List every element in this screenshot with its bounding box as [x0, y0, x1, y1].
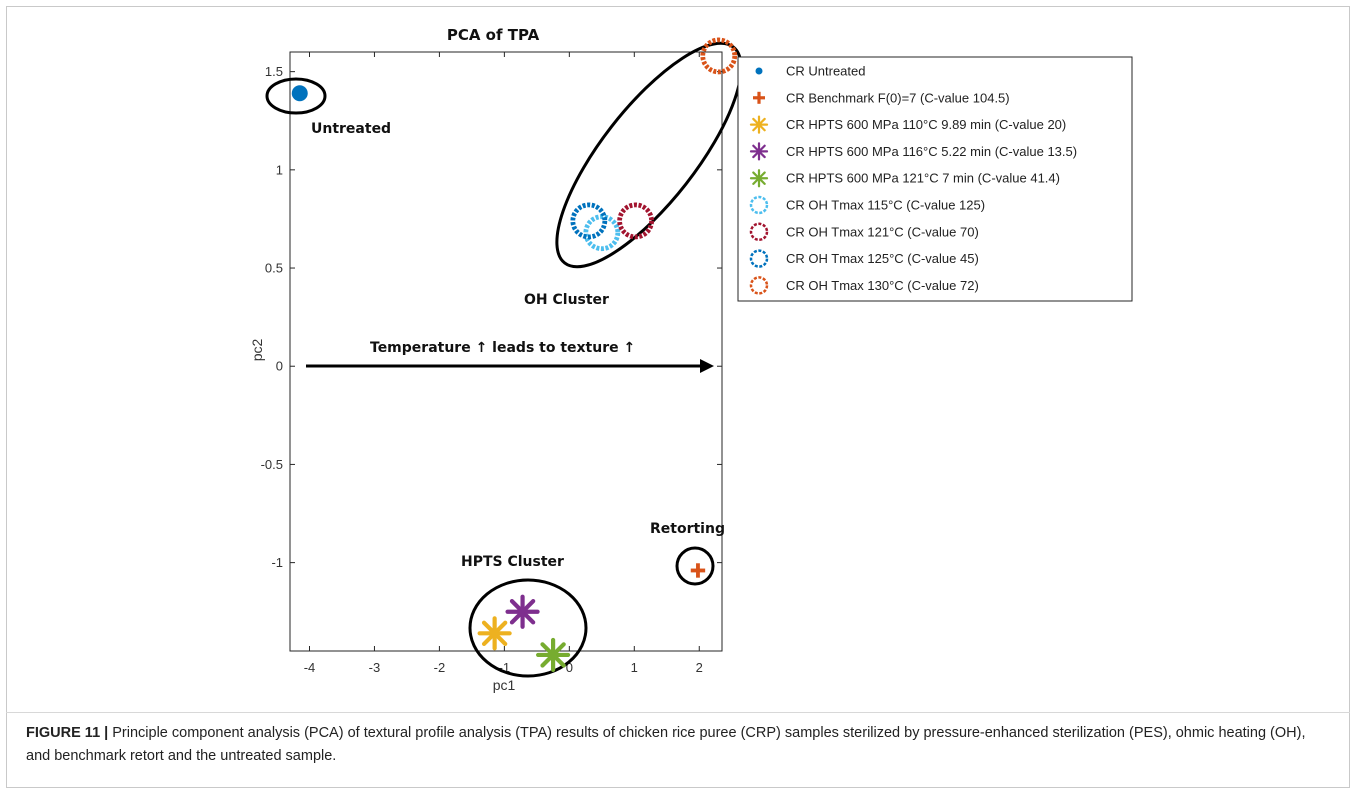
caption-text: Principle component analysis (PCA) of te… — [26, 725, 1306, 764]
legend-label: CR OH Tmax 115°C (C-value 125) — [786, 198, 985, 213]
y-axis-ticks: -1 -0.5 0 0.5 1 1.5 — [261, 64, 722, 570]
legend-marker — [749, 249, 769, 268]
legend-marker — [749, 195, 769, 215]
retorting-circle — [675, 546, 715, 586]
hpts-cluster-annotation: HPTS Cluster — [461, 554, 564, 570]
data-point — [617, 202, 654, 240]
caption-divider — [6, 712, 1350, 713]
legend-label: CR Benchmark F(0)=7 (C-value 104.5) — [786, 90, 1010, 105]
legend-marker — [749, 142, 769, 161]
legend-label: CR HPTS 600 MPa 110°C 9.89 min (C-value … — [786, 117, 1066, 132]
plot-axes-box — [289, 51, 723, 652]
legend-marker — [749, 169, 769, 188]
x-tick-label: 1 — [631, 660, 638, 675]
legend-label: CR OH Tmax 130°C (C-value 72) — [786, 278, 979, 293]
data-point — [505, 594, 540, 629]
legend-label: CR Untreated — [786, 64, 865, 79]
data-point — [690, 563, 706, 578]
x-tick-label: -3 — [369, 660, 381, 675]
figure-label: FIGURE 11 | — [26, 725, 109, 741]
x-tick-label: -1 — [499, 660, 511, 675]
data-point — [570, 202, 608, 240]
y-tick-label: 1 — [276, 162, 283, 177]
retorting-annotation: Retorting — [650, 521, 725, 537]
legend-marker — [749, 222, 769, 242]
hpts-cluster-ellipse — [468, 578, 588, 678]
data-markers — [291, 37, 738, 673]
legend: CR Untreated CR Benchmark F(0)=7 (C-value… — [737, 56, 1133, 302]
y-tick-label: 1.5 — [265, 64, 283, 79]
figure-frame — [6, 6, 1350, 788]
legend-label: CR HPTS 600 MPa 121°C 7 min (C-value 41.… — [786, 171, 1060, 186]
data-point — [535, 637, 571, 673]
y-tick-label: 0.5 — [265, 261, 283, 276]
x-axis-label: pc1 — [493, 677, 516, 693]
oh-cluster-annotation: OH Cluster — [524, 292, 609, 308]
legend-marker — [753, 91, 765, 104]
legend-label: CR OH Tmax 121°C (C-value 70) — [786, 224, 979, 239]
legend-marker — [749, 115, 769, 134]
y-tick-label: -1 — [271, 555, 283, 570]
arrow-annotation: Temperature ↑ leads to texture ↑ — [370, 340, 635, 356]
pca-chart: PCA of TPA -4 -3 -2 -1 0 1 2 -1 -0.5 0 0.5 1 1.5 pc… — [249, 26, 1133, 693]
untreated-ellipse — [265, 77, 327, 115]
y-tick-label: -0.5 — [261, 457, 283, 472]
legend-marker — [755, 67, 763, 75]
x-tick-label: -4 — [304, 660, 316, 675]
x-axis-ticks: -4 -3 -2 -1 0 1 2 — [304, 52, 703, 675]
y-tick-label: 0 — [276, 359, 283, 374]
y-axis-label: pc2 — [249, 339, 265, 362]
x-tick-label: 2 — [696, 660, 703, 675]
x-tick-label: 0 — [566, 660, 573, 675]
x-tick-label: -2 — [434, 660, 446, 675]
figure-caption: FIGURE 11 | Principle component analysis… — [26, 722, 1326, 768]
data-point — [291, 85, 308, 102]
data-point — [700, 37, 738, 75]
data-point — [477, 616, 512, 651]
legend-label: CR HPTS 600 MPa 116°C 5.22 min (C-value … — [786, 144, 1077, 159]
legend-label: CR OH Tmax 125°C (C-value 45) — [786, 251, 979, 266]
chart-title: PCA of TPA — [447, 26, 540, 44]
untreated-annotation: Untreated — [311, 121, 391, 137]
legend-box — [737, 56, 1133, 302]
oh-cluster-ellipse — [555, 41, 743, 269]
temperature-arrow-head — [700, 359, 714, 373]
legend-marker — [749, 276, 769, 295]
